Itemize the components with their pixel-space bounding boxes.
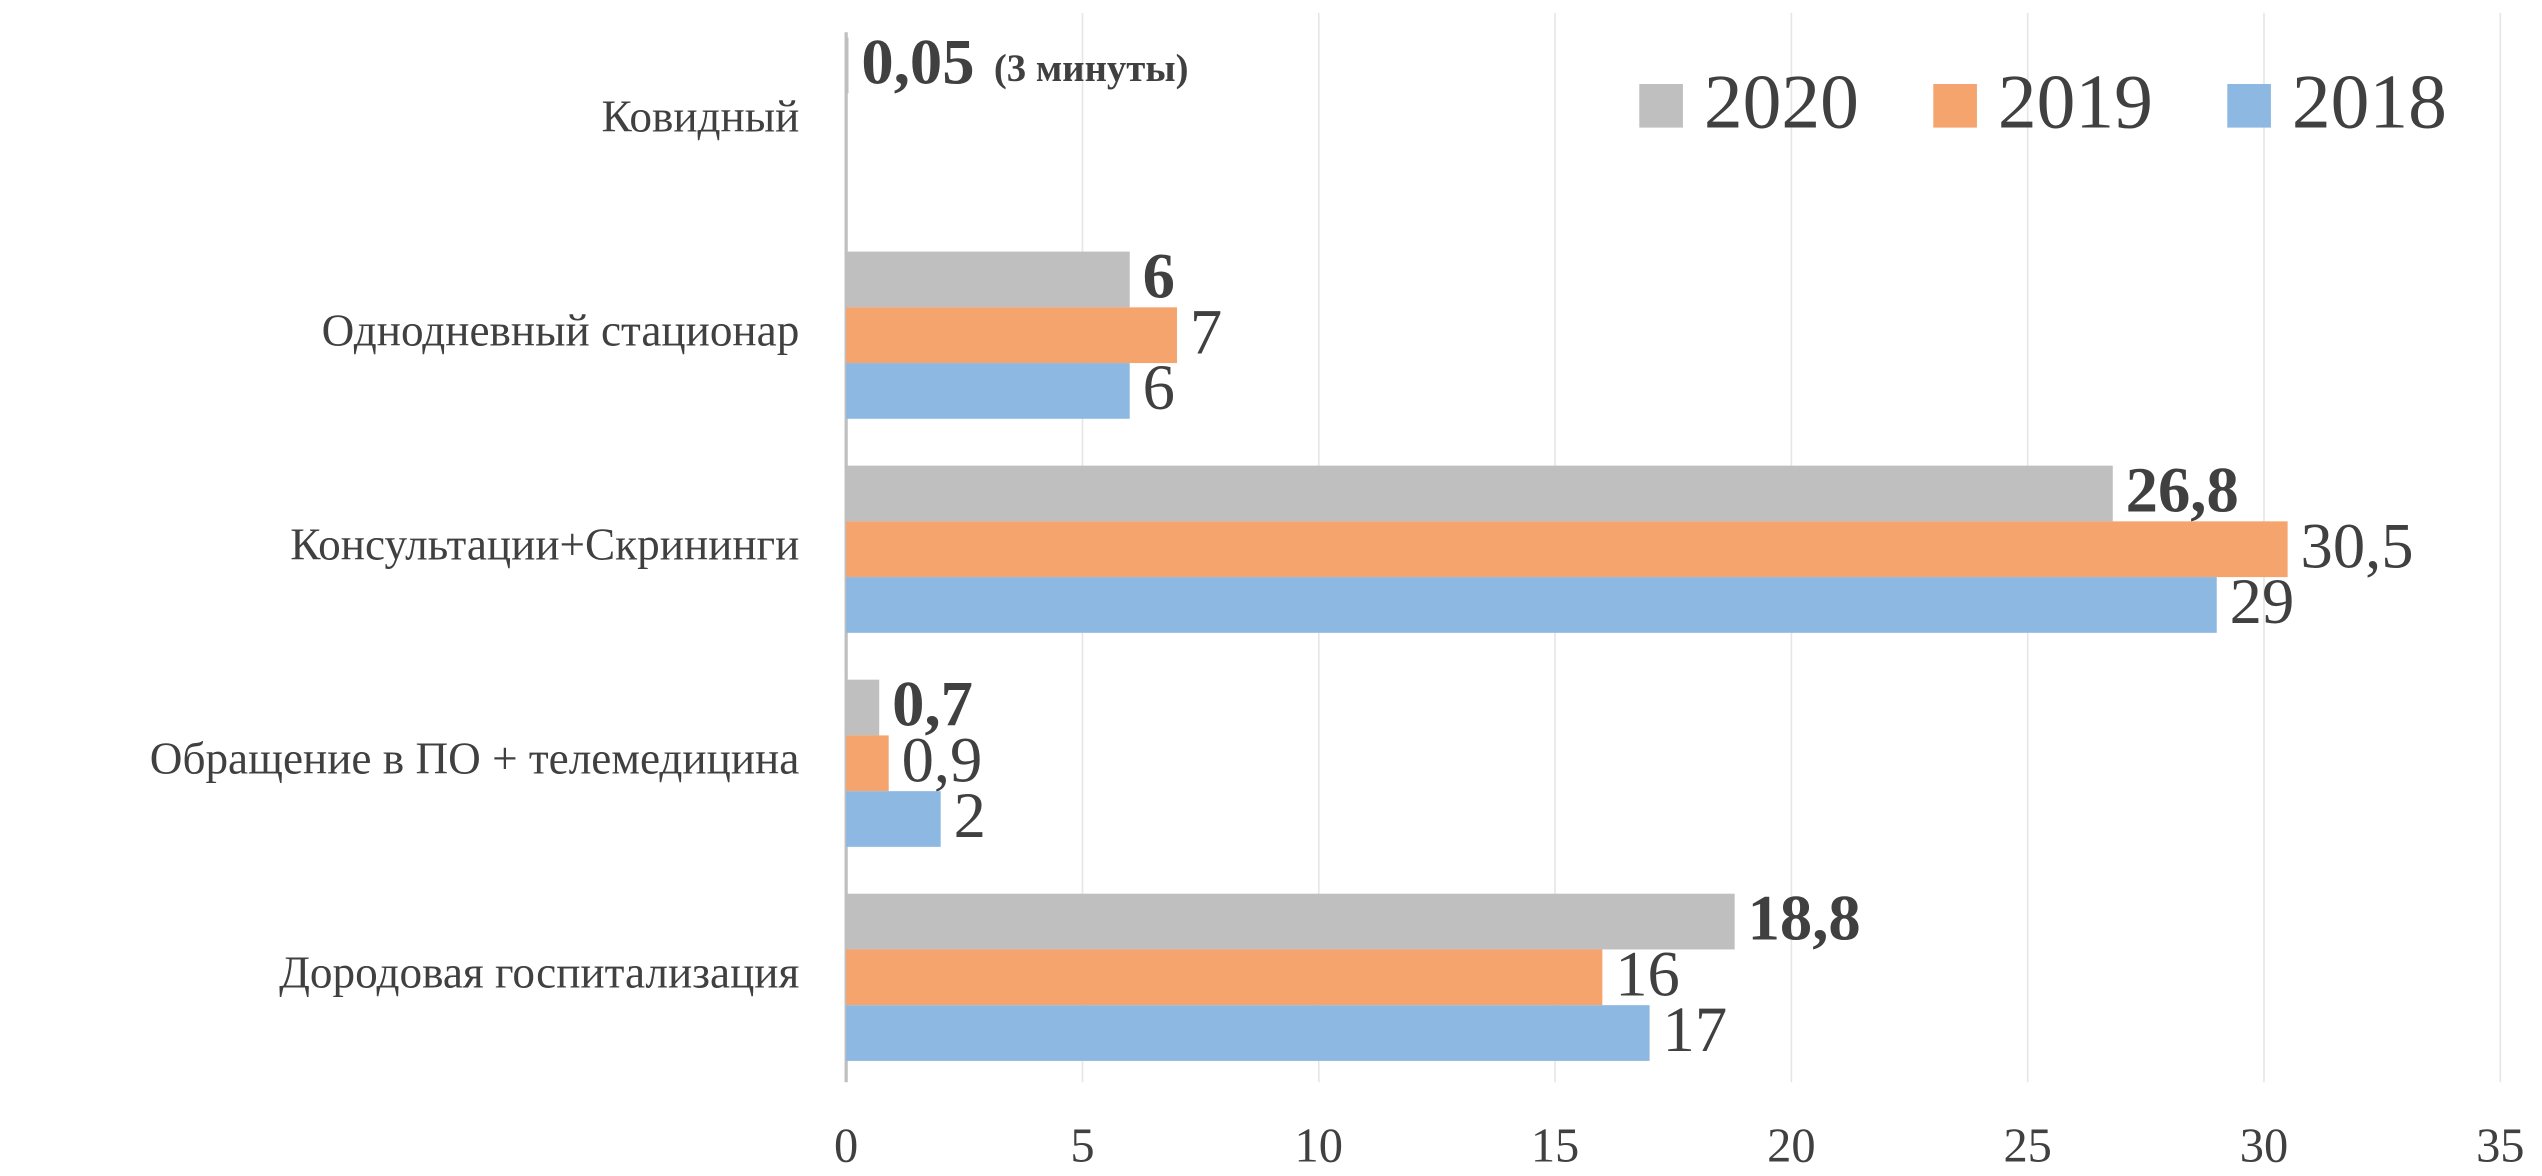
legend-label: 2020	[1704, 59, 1859, 145]
bar	[846, 791, 941, 847]
category-label: Консультации+Скрининги	[290, 520, 799, 570]
x-tick-label: 30	[2240, 1119, 2288, 1172]
x-tick-label: 5	[1070, 1119, 1094, 1172]
x-tick-label: 20	[1767, 1119, 1815, 1172]
x-tick-label: 15	[1531, 1119, 1579, 1172]
category-label: Ковидный	[601, 92, 799, 142]
bar	[846, 251, 1130, 308]
category-label: Дородовая госпитализация	[279, 948, 799, 998]
annotation: (3 минуты)	[994, 47, 1189, 90]
legend-swatch	[1933, 84, 1977, 128]
data-label: 26,8	[2126, 454, 2239, 526]
x-tick-label: 35	[2476, 1119, 2524, 1172]
data-label: 2	[954, 779, 986, 851]
data-label: 6	[1143, 351, 1175, 423]
data-label: 0,05	[861, 25, 974, 97]
data-label: 17	[1663, 993, 1728, 1065]
legend-swatch	[2227, 84, 2271, 128]
bar	[846, 1005, 1650, 1061]
category-label: Однодневный стационар	[322, 306, 800, 356]
data-label: 0,9	[902, 723, 983, 795]
legend-swatch	[1639, 84, 1683, 128]
x-tick-label: 25	[2003, 1119, 2051, 1172]
bar	[846, 307, 1177, 364]
bar	[846, 577, 2217, 633]
bar	[846, 949, 1603, 1006]
legend-label: 2019	[1998, 59, 2153, 145]
legend: 2020 2019 2018	[1639, 59, 2447, 145]
category-label: Обращение в ПО + телемедицина	[150, 734, 800, 784]
bar	[846, 521, 2288, 578]
data-label: 18,8	[1748, 882, 1861, 954]
data-label: 29	[2230, 565, 2295, 637]
bar	[846, 465, 2113, 522]
data-label: 30,5	[2301, 509, 2414, 581]
x-tick-label: 0	[834, 1119, 858, 1172]
bar	[846, 679, 880, 736]
data-label: 0,7	[892, 668, 973, 740]
data-label: 6	[1143, 240, 1175, 312]
data-label: 16	[1615, 937, 1680, 1009]
bar	[846, 37, 849, 94]
legend-label: 2018	[2292, 59, 2447, 145]
bar	[846, 363, 1130, 419]
bar	[846, 735, 889, 792]
data-label: 7	[1190, 295, 1222, 367]
x-tick-label: 10	[1295, 1119, 1343, 1172]
bar	[846, 893, 1735, 950]
